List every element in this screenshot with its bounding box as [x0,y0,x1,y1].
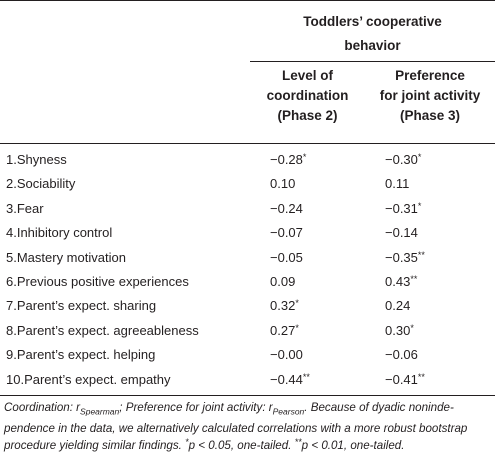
significance-marker: * [417,200,422,211]
significance-marker: * [417,152,422,162]
significance-marker: * [302,152,307,162]
footnote-text: . Because of dyadic noninde­pendence in … [4,401,468,453]
table-row: 3.Fear −0.24 −0.31* [0,197,495,221]
top-rule [0,0,495,1]
footnote-sub: Pearson [272,406,305,417]
preference-value: −0.41** [385,368,425,392]
group-header: Toddlers’ cooperative behavior [250,10,495,58]
table-row: 8.Parent’s expect. agreeableness 0.27* 0.3… [0,319,495,343]
value-number: 0.11 [385,176,410,192]
coordination-value: −0.28* [270,148,306,172]
value-number: 0.43 [385,273,411,289]
value-number: −0.35 [385,249,418,265]
preference-value: −0.06 [385,343,418,367]
row-label: 1.Shyness [6,152,67,167]
footnote-sup: * [185,437,189,448]
value-number: 0.24 [385,298,411,314]
coordination-value: 0.27* [270,319,299,343]
significance-marker: ** [417,249,425,260]
value-number: −0.14 [385,225,418,241]
value-number: −0.31 [385,200,418,216]
significance-marker: * [410,322,414,333]
footnote-text: ; Preference for joint activity: r [119,401,273,414]
row-label: 5.Mastery motivation [6,249,126,265]
row-label: 6.Previous positive experiences [6,273,189,289]
col2-line1: Preference [395,68,465,83]
table-footnote: Coordination: rSpearman; Preference for … [4,399,490,454]
table-row: 2.Sociability 0.10 0.11 [0,172,495,196]
footnote-sup: ** [294,437,302,448]
table-row: 7.Parent’s expect. sharing 0.32* 0.24 [0,294,495,318]
row-label: 9.Parent’s expect. helping [6,347,156,363]
row-label: 8.Parent’s expect. agreeableness [6,322,199,338]
col2-line3: (Phase 3) [399,108,461,123]
col-header-preference: Preference for joint activity (Phase 3) [365,66,495,126]
coordination-value: −0.00 [270,343,303,367]
table-row: 10.Parent’s expect. empathy −0.44** −0.41*… [0,368,495,392]
value-number: −0.05 [270,249,303,265]
col1-line2: coordination [266,88,349,103]
value-number: −0.07 [270,225,303,241]
table-row: 9.Parent’s expect. helping −0.00 −0.06 [0,343,495,367]
group-title-line1: Toddlers’ cooperative [303,14,442,29]
preference-value: 0.30* [385,319,414,343]
table-row: 4.Inhibitory control −0.07 −0.14 [0,221,495,245]
preference-value: −0.35** [385,246,425,270]
significance-marker: ** [417,371,425,382]
header-rule [0,143,495,144]
preference-value: 0.24 [385,294,410,318]
coordination-value: −0.07 [270,221,303,245]
value-number: −0.44 [270,371,303,387]
significance-marker: ** [302,371,310,382]
col2-line2: for joint activity [379,88,481,103]
value-number: 0.09 [270,273,296,289]
coordination-value: 0.09 [270,270,295,294]
col-header-coordination: Level of coordination (Phase 2) [250,66,365,126]
coordination-value: −0.05 [270,246,303,270]
row-label: 2.Sociability [6,176,76,192]
value-number: −0.30 [385,152,418,167]
value-number: 0.27 [270,322,296,338]
coordination-value: 0.10 [270,172,295,196]
preference-value: −0.14 [385,221,418,245]
table-row: 6.Previous positive experiences 0.09 0.43*… [0,270,495,294]
footnote-text: p < 0.01, one-tailed. [301,439,405,453]
col1-line3: (Phase 2) [277,108,338,123]
significance-marker: ** [410,273,418,284]
value-number: −0.28 [270,152,303,167]
table-body: 1.Shyness −0.28* −0.30* 2.Sociability 0.10 0.… [0,148,495,392]
value-number: −0.41 [385,371,418,387]
value-number: 0.30 [385,322,411,338]
value-number: −0.06 [385,347,418,363]
table-row: 5.Mastery motivation −0.05 −0.35** [0,246,495,270]
value-number: −0.24 [270,200,303,216]
bottom-rule [0,395,495,396]
group-rule [250,61,495,62]
coordination-value: −0.44** [270,368,310,392]
preference-value: −0.30* [385,148,421,172]
significance-marker: * [295,298,299,309]
row-label: 10.Parent’s expect. empathy [6,371,171,387]
row-label: 4.Inhibitory control [6,225,113,241]
coordination-value: 0.32* [270,294,299,318]
value-number: 0.32 [270,298,296,314]
footnote-sub: Spearman [80,406,120,417]
table-row: 1.Shyness −0.28* −0.30* [0,148,495,172]
value-number: 0.10 [270,176,296,192]
group-title-line2: behavior [344,38,401,53]
row-label: 7.Parent’s expect. sharing [6,298,157,314]
preference-value: 0.11 [385,172,409,196]
footnote-text: Coordination: r [4,401,81,414]
value-number: −0.00 [270,347,303,363]
footnote-text: p < 0.05, one-tailed. [188,439,295,453]
preference-value: 0.43** [385,270,417,294]
col1-line1: Level of [281,68,333,83]
preference-value: −0.31* [385,197,421,221]
significance-marker: * [295,322,299,333]
row-label: 3.Fear [6,200,44,216]
coordination-value: −0.24 [270,197,303,221]
